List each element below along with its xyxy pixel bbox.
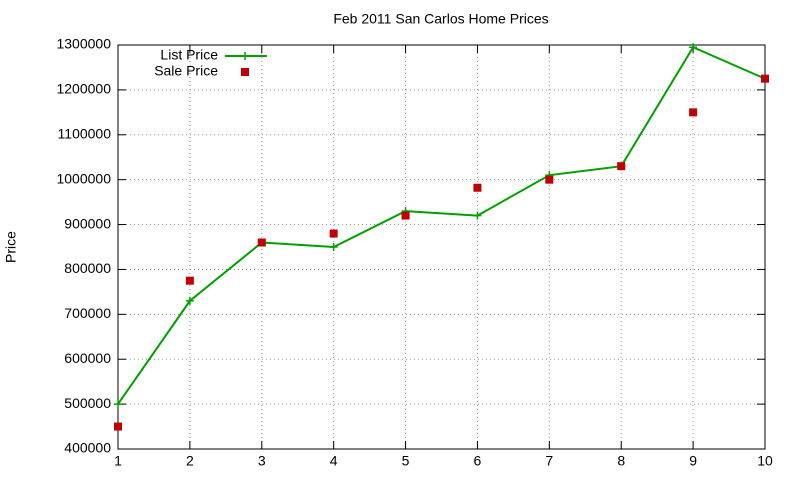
point — [185, 276, 194, 285]
y-tick-label: 1200000 — [56, 81, 111, 97]
x-tick-label: 3 — [258, 453, 266, 469]
x-tick-label: 5 — [402, 453, 410, 469]
y-tick-label: 1100000 — [58, 125, 112, 141]
point — [617, 162, 626, 171]
x-tick-label: 6 — [474, 453, 482, 469]
legend-marker — [241, 52, 249, 60]
x-tick-label: 9 — [689, 453, 697, 469]
point — [329, 229, 338, 238]
y-tick-label: 700000 — [64, 305, 111, 321]
x-tick-label: 10 — [757, 453, 773, 469]
y-tick-label: 1000000 — [56, 170, 111, 186]
point — [689, 43, 698, 52]
y-tick-label: 1300000 — [56, 36, 111, 52]
legend-label: List Price — [160, 47, 218, 63]
y-axis-label: Price — [3, 231, 19, 263]
x-tick-label: 7 — [545, 453, 553, 469]
legend-marker — [241, 68, 249, 76]
x-tick-label: 4 — [330, 453, 338, 469]
point — [689, 108, 698, 117]
y-tick-label: 500000 — [64, 395, 111, 411]
x-tick-label: 1 — [114, 453, 122, 469]
point — [257, 238, 266, 247]
y-tick-label: 900000 — [64, 215, 111, 231]
point — [761, 74, 769, 83]
point — [114, 422, 122, 431]
x-tick-label: 2 — [186, 453, 194, 469]
chart-title: Feb 2011 San Carlos Home Prices — [333, 11, 548, 27]
point — [185, 296, 194, 305]
point — [401, 211, 410, 220]
point — [473, 183, 482, 192]
y-tick-label: 600000 — [64, 350, 111, 366]
point — [545, 175, 554, 184]
x-tick-label: 8 — [617, 453, 625, 469]
series-line — [117, 45, 766, 405]
point — [114, 400, 122, 409]
point — [473, 211, 482, 220]
y-tick-label: 400000 — [64, 440, 111, 456]
point — [329, 243, 338, 251]
y-tick-label: 800000 — [64, 260, 111, 276]
plot-frame — [117, 44, 766, 450]
legend-label: Sale Price — [154, 63, 218, 79]
